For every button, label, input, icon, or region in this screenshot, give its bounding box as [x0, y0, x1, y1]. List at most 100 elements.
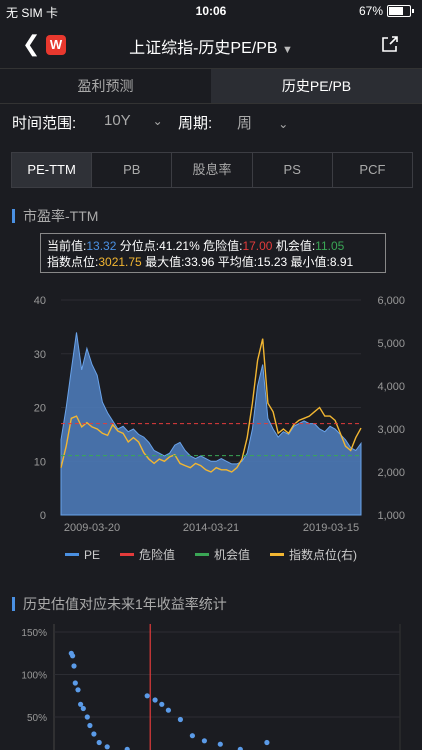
y-left-tick: 30 — [34, 349, 46, 361]
legend-chance-swatch — [195, 553, 209, 556]
avg-label: 平均值: — [217, 255, 258, 269]
max-value: 33.96 — [184, 255, 215, 269]
x-tick: 2009-03-20 — [64, 522, 120, 534]
return-scatter-chart[interactable]: 150% 100% 50% — [0, 620, 422, 750]
legend-index[interactable]: 指数点位(右) — [270, 546, 357, 563]
page-title[interactable]: 上证综指-历史PE/PB ▼ — [0, 34, 422, 58]
legend-chance[interactable]: 机会值 — [195, 546, 250, 563]
info-box: 当前值:13.32 分位点:41.21% 危险值:17.00 机会值:11.05… — [40, 233, 386, 273]
scatter-point — [84, 714, 90, 720]
page-title-text: 上证综指-历史PE/PB — [129, 40, 278, 57]
pe-chart[interactable]: 0 10 20 30 40 1,000 2,000 3,000 4,000 5,000 6,000 2… — [0, 288, 422, 538]
y-right-tick: 4,000 — [377, 381, 405, 393]
scatter-point — [189, 733, 195, 739]
scatter-y-tick: 150% — [21, 628, 47, 639]
percentile-label: 分位点: — [119, 239, 160, 253]
scatter-point — [217, 741, 223, 747]
metric-tabs: PE-TTM PB 股息率 PS PCF — [11, 152, 413, 188]
caret-down-icon: ▼ — [282, 44, 293, 56]
status-bar: 无 SIM 卡 10:06 67% — [0, 0, 422, 22]
range-label: 时间范围: — [12, 115, 77, 132]
scatter-point — [264, 739, 270, 746]
y-left-tick: 40 — [34, 295, 46, 307]
scatter-point — [124, 746, 130, 750]
index-line — [60, 338, 362, 473]
range-select[interactable]: 10Y ⌄ — [104, 112, 163, 129]
tab-pe-ttm[interactable]: PE-TTM — [12, 153, 92, 187]
scatter-point — [237, 746, 243, 750]
index-label: 指数点位: — [47, 255, 99, 269]
scatter-point — [80, 705, 86, 712]
nav-bar: ❮ W 上证综指-历史PE/PB ▼ — [0, 22, 422, 66]
period-chevron-down-icon: ⌄ — [278, 117, 289, 131]
scatter-point — [96, 739, 102, 746]
danger-value: 17.00 — [242, 239, 273, 253]
scatter-point — [72, 680, 78, 686]
tab-ps[interactable]: PS — [251, 153, 332, 187]
min-value: 8.91 — [329, 255, 354, 269]
scatter-point — [91, 731, 97, 737]
period-label: 周期: — [178, 115, 213, 132]
scatter-point — [75, 687, 81, 693]
share-icon[interactable] — [380, 34, 400, 54]
scatter-y-tick: 50% — [27, 713, 47, 724]
tab-pcf[interactable]: PCF — [331, 153, 412, 187]
legend-danger[interactable]: 危险值 — [119, 546, 175, 563]
scatter-point — [71, 663, 77, 669]
range-chevron-down-icon: ⌄ — [152, 114, 163, 128]
scatter-point — [201, 738, 207, 744]
period-value: 周 — [237, 115, 253, 132]
scatter-point — [152, 697, 158, 703]
scatter-point — [177, 716, 183, 723]
app-logo: W — [46, 35, 66, 55]
y-left-tick: 20 — [34, 403, 46, 415]
legend-pe-swatch — [64, 553, 79, 556]
legend-pe[interactable]: PE — [64, 546, 100, 563]
battery-percent: 67% — [358, 4, 383, 18]
y-left-tick: 10 — [34, 456, 46, 468]
legend-pe-label: PE — [83, 547, 100, 562]
tab-profit-forecast[interactable]: 盈利预测 — [77, 78, 134, 94]
x-tick: 2019-03-15 — [303, 522, 359, 534]
period-select[interactable]: 周 ⌄ — [237, 112, 288, 133]
scatter-point — [70, 653, 76, 659]
scatter-point — [78, 701, 84, 707]
tab-history-pe-pb[interactable]: 历史PE/PB — [211, 69, 422, 103]
info-line-1: 当前值:13.32 分位点:41.21% 危险值:17.00 机会值:11.05 — [47, 238, 379, 254]
battery-icon — [387, 5, 411, 17]
status-right: 67% — [359, 4, 414, 18]
section-title-pe: 市盈率-TTM — [12, 209, 98, 223]
carrier-label: 无 SIM 卡 — [6, 6, 59, 20]
max-label: 最大值: — [145, 255, 185, 269]
scatter-point — [165, 707, 171, 713]
scatter-y-tick: 100% — [21, 671, 47, 682]
scatter-point — [144, 693, 150, 699]
chance-value: 11.05 — [315, 239, 345, 253]
chart-legend: PE 危险值 机会值 指数点位(右) — [0, 546, 422, 563]
y-right-tick: 5,000 — [377, 338, 405, 350]
x-tick: 2014-03-21 — [183, 522, 239, 534]
tab-pb[interactable]: PB — [91, 153, 171, 187]
tab-dividend-yield[interactable]: 股息率 — [171, 153, 251, 187]
percentile-value: 41.21% — [159, 239, 200, 253]
danger-label: 危险值: — [203, 239, 243, 253]
scatter-point — [104, 744, 110, 750]
y-right-tick: 6,000 — [377, 295, 405, 307]
avg-value: 15.23 — [257, 255, 288, 269]
main-tabs: 盈利预测 历史PE/PB — [0, 68, 422, 104]
legend-index-swatch — [270, 553, 285, 556]
current-label: 当前值: — [47, 239, 87, 253]
chance-label: 机会值: — [275, 239, 316, 253]
info-line-2: 指数点位:3021.75 最大值:33.96 平均值:15.23 最小值:8.9… — [47, 254, 379, 270]
battery-tip — [412, 9, 414, 13]
y-right-tick: 1,000 — [377, 510, 405, 522]
range-value: 10Y — [104, 112, 131, 129]
min-label: 最小值: — [290, 255, 330, 269]
legend-chance-label: 机会值 — [214, 548, 251, 562]
legend-danger-swatch — [119, 553, 134, 556]
back-icon[interactable]: ❮ — [22, 31, 41, 56]
current-value: 13.32 — [86, 239, 117, 253]
clock: 10:06 — [195, 4, 227, 18]
index-value: 3021.75 — [98, 255, 142, 269]
pe-area — [60, 332, 362, 516]
